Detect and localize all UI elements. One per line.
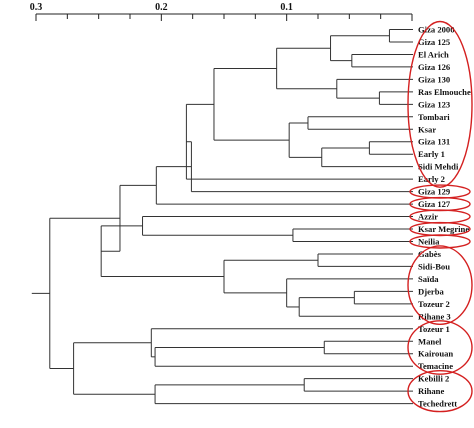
- cluster-ellipse: [407, 245, 473, 326]
- cluster-ellipse: [407, 369, 473, 413]
- leaf-label: Sidi Mehdi: [418, 162, 459, 172]
- cluster-ellipse: [407, 320, 473, 375]
- leaf-labels: Giza 2000 Giza 125 El Arich Giza 126 Giza 13…: [418, 25, 471, 409]
- leaf-label: Giza 131: [418, 137, 450, 147]
- cluster-ellipse: [407, 20, 473, 188]
- leaf-label: Kebilli 2: [418, 374, 449, 384]
- leaf-label: Kairouan: [418, 349, 453, 359]
- leaf-label: Giza 129: [418, 187, 450, 197]
- leaf-label: Saïda: [418, 274, 439, 284]
- leaf-label: Giza 127: [418, 199, 451, 209]
- leaf-label: Azzir: [418, 212, 438, 222]
- leaf-label: Tozeur 2: [418, 299, 450, 309]
- leaf-label: Djerba: [418, 286, 444, 296]
- leaf-label: Giza 126: [418, 62, 451, 72]
- tree-branches: [31, 29, 413, 405]
- leaf-label: Tombari: [418, 112, 450, 122]
- cluster-highlight-ellipses: [407, 20, 473, 413]
- distance-scale-axis: 0.3 0.2 0.1: [30, 2, 413, 21]
- leaf-label: Giza 130: [418, 74, 450, 84]
- leaf-label: Giza 2000: [418, 25, 455, 35]
- leaf-label: Sidi-Bou: [418, 261, 450, 271]
- leaf-label: Rihane 3: [418, 311, 451, 321]
- leaf-label: Neilia: [418, 236, 440, 246]
- scale-tick-label: 0.2: [155, 2, 168, 13]
- leaf-label: Rihane: [418, 386, 444, 396]
- leaf-label: Early 1: [418, 149, 445, 159]
- scale-tick-label: 0.3: [30, 2, 43, 13]
- leaf-label: Temacine: [418, 361, 453, 371]
- leaf-label: El Arich: [418, 49, 449, 59]
- leaf-label: Giza 125: [418, 37, 450, 47]
- leaf-label: Techedrett: [418, 399, 457, 409]
- leaf-label: Ras Elmouche: [418, 87, 471, 97]
- leaf-label: Gabès: [418, 249, 442, 259]
- cluster-ellipse: [409, 234, 471, 249]
- leaf-label: Early 2: [418, 174, 445, 184]
- leaf-label: Ksar Megrine: [418, 224, 469, 234]
- leaf-label: Giza 123: [418, 99, 450, 109]
- leaf-label: Manel: [418, 336, 442, 346]
- scale-tick-label: 0.1: [280, 2, 293, 13]
- leaf-label: Ksar: [418, 124, 436, 134]
- leaf-label: Tozeur 1: [418, 324, 450, 334]
